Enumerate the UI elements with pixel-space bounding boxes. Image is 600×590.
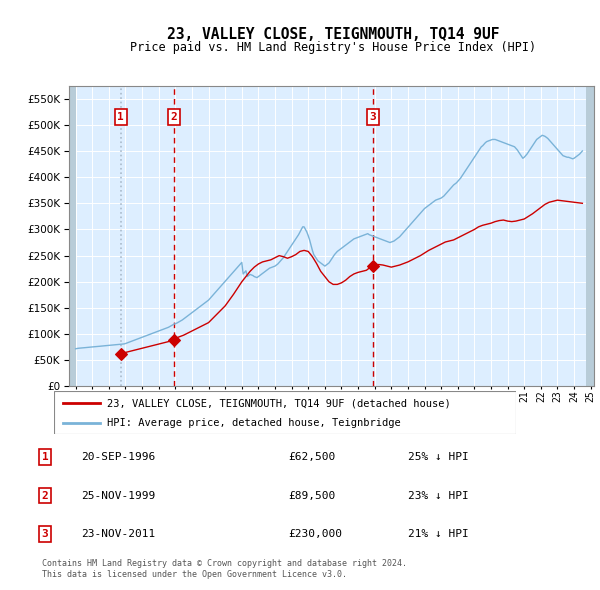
Text: 1: 1 (118, 112, 124, 122)
Text: £89,500: £89,500 (288, 491, 335, 500)
Point (368, 261, 378, 271)
Point (169, 335, 178, 345)
Text: HPI: Average price, detached house, Teignbridge: HPI: Average price, detached house, Teig… (107, 418, 401, 428)
Text: 25-NOV-1999: 25-NOV-1999 (81, 491, 155, 500)
Text: 20-SEP-1996: 20-SEP-1996 (81, 453, 155, 462)
Text: This data is licensed under the Open Government Licence v3.0.: This data is licensed under the Open Gov… (42, 571, 347, 579)
Text: 25% ↓ HPI: 25% ↓ HPI (408, 453, 469, 462)
Text: 1: 1 (41, 453, 49, 462)
Text: 23% ↓ HPI: 23% ↓ HPI (408, 491, 469, 500)
Text: 3: 3 (370, 112, 376, 122)
Text: 23, VALLEY CLOSE, TEIGNMOUTH, TQ14 9UF: 23, VALLEY CLOSE, TEIGNMOUTH, TQ14 9UF (167, 27, 499, 41)
Text: 3: 3 (41, 529, 49, 539)
Point (116, 349, 125, 359)
Text: Contains HM Land Registry data © Crown copyright and database right 2024.: Contains HM Land Registry data © Crown c… (42, 559, 407, 568)
Text: 23-NOV-2011: 23-NOV-2011 (81, 529, 155, 539)
Text: £62,500: £62,500 (288, 453, 335, 462)
Text: £230,000: £230,000 (288, 529, 342, 539)
Text: 23, VALLEY CLOSE, TEIGNMOUTH, TQ14 9UF (detached house): 23, VALLEY CLOSE, TEIGNMOUTH, TQ14 9UF (… (107, 398, 451, 408)
Text: 2: 2 (41, 491, 49, 500)
Text: Price paid vs. HM Land Registry's House Price Index (HPI): Price paid vs. HM Land Registry's House … (130, 41, 536, 54)
FancyBboxPatch shape (54, 391, 516, 434)
Text: 2: 2 (170, 112, 177, 122)
Text: 21% ↓ HPI: 21% ↓ HPI (408, 529, 469, 539)
